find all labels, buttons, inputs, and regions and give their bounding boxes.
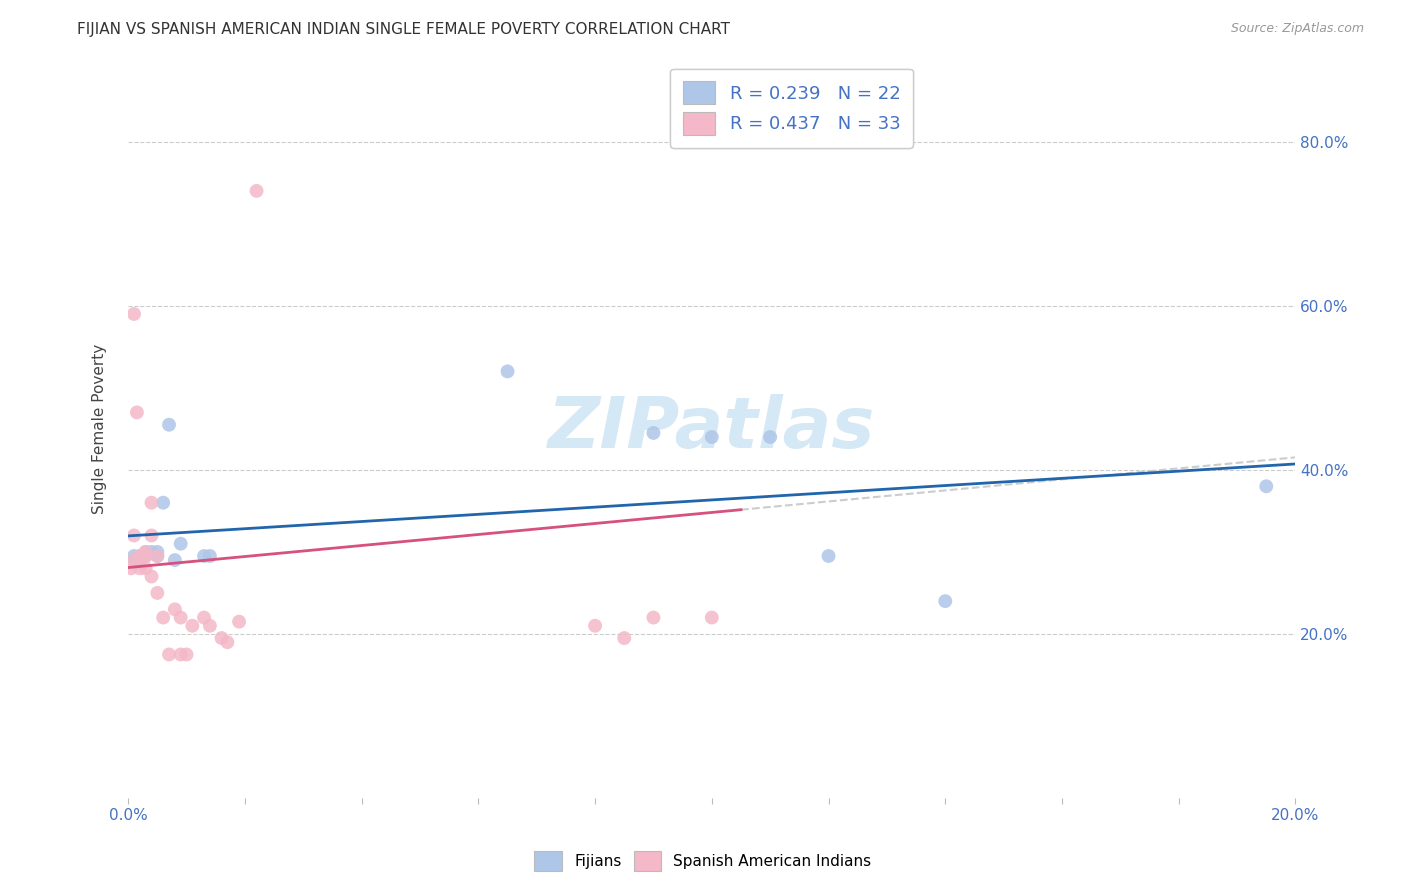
Point	[141, 545, 163, 559]
Point	[217, 635, 239, 649]
Point	[135, 549, 157, 563]
Point	[157, 648, 180, 662]
Point	[163, 553, 186, 567]
Point	[128, 549, 150, 563]
Point	[141, 496, 163, 510]
Point	[700, 430, 723, 444]
Point	[181, 619, 204, 633]
Point	[128, 549, 150, 563]
Point	[245, 184, 267, 198]
Point	[170, 610, 193, 624]
Point	[146, 545, 169, 559]
Point	[135, 561, 157, 575]
Point	[135, 545, 157, 559]
Point	[583, 619, 606, 633]
Point	[135, 549, 157, 563]
Point	[198, 549, 221, 563]
Point	[163, 602, 186, 616]
Point	[122, 528, 145, 542]
Point	[152, 610, 174, 624]
Point	[193, 549, 215, 563]
Point	[817, 549, 839, 563]
Point	[141, 569, 163, 583]
Point	[198, 619, 221, 633]
Point	[122, 553, 145, 567]
Point	[125, 405, 148, 419]
Point	[122, 307, 145, 321]
Point	[141, 528, 163, 542]
Point	[211, 631, 233, 645]
Point	[120, 561, 142, 575]
Legend: R = 0.239   N = 22, R = 0.437   N = 33: R = 0.239 N = 22, R = 0.437 N = 33	[669, 69, 912, 147]
Y-axis label: Single Female Poverty: Single Female Poverty	[93, 343, 107, 514]
Text: ZIPatlas: ZIPatlas	[548, 394, 876, 463]
Point	[193, 610, 215, 624]
Point	[730, 135, 752, 149]
Point	[146, 549, 169, 563]
Point	[759, 430, 782, 444]
Point	[146, 586, 169, 600]
Point	[170, 537, 193, 551]
Point	[122, 549, 145, 563]
Point	[128, 561, 150, 575]
Point	[613, 631, 636, 645]
Point	[934, 594, 956, 608]
Legend: Fijians, Spanish American Indians: Fijians, Spanish American Indians	[526, 842, 880, 880]
Point	[135, 545, 157, 559]
Point	[700, 610, 723, 624]
Point	[176, 648, 198, 662]
Point	[643, 425, 665, 440]
Point	[643, 610, 665, 624]
Point	[152, 496, 174, 510]
Point	[496, 364, 519, 378]
Point	[157, 417, 180, 432]
Point	[128, 553, 150, 567]
Text: Source: ZipAtlas.com: Source: ZipAtlas.com	[1230, 22, 1364, 36]
Point	[170, 648, 193, 662]
Point	[122, 553, 145, 567]
Point	[228, 615, 250, 629]
Point	[146, 549, 169, 563]
Point	[1256, 479, 1278, 493]
Text: FIJIAN VS SPANISH AMERICAN INDIAN SINGLE FEMALE POVERTY CORRELATION CHART: FIJIAN VS SPANISH AMERICAN INDIAN SINGLE…	[77, 22, 730, 37]
